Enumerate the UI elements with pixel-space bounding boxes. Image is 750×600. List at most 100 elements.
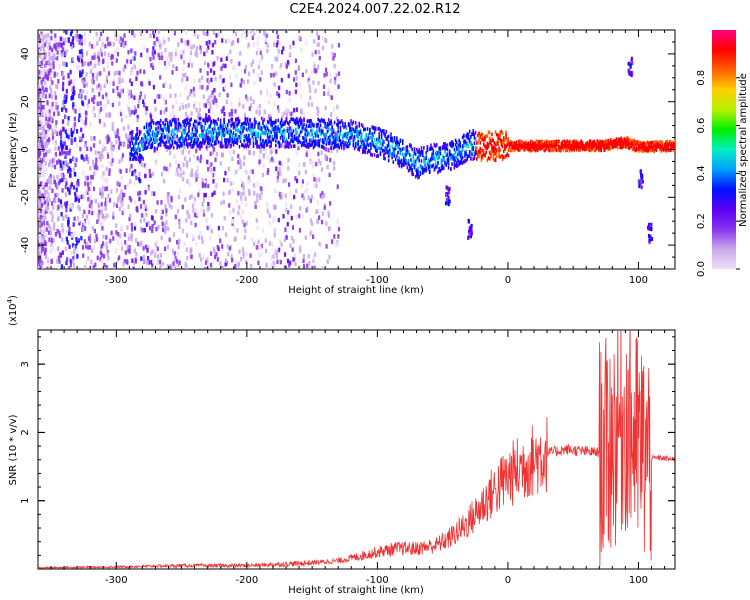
noise-cell bbox=[146, 106, 149, 111]
noise-cell bbox=[102, 38, 105, 44]
noise-cell bbox=[187, 150, 191, 155]
signal-cell bbox=[333, 120, 336, 125]
noise-cell bbox=[181, 105, 185, 110]
noise-cell bbox=[94, 150, 97, 155]
signal-cell bbox=[352, 127, 355, 132]
noise-cell bbox=[151, 262, 154, 268]
noise-cell bbox=[289, 243, 292, 248]
noise-cell bbox=[302, 258, 305, 264]
signal-cell bbox=[419, 150, 422, 155]
noise-cell bbox=[285, 112, 288, 118]
noise-cell bbox=[198, 188, 201, 194]
signal-cell bbox=[501, 131, 504, 136]
signal-cell bbox=[358, 130, 361, 135]
signal-cell bbox=[174, 120, 176, 124]
noise-cell bbox=[239, 164, 243, 170]
noise-cell bbox=[60, 264, 63, 269]
noise-cell bbox=[318, 55, 321, 61]
signal-cell bbox=[287, 122, 290, 126]
noise-cell bbox=[244, 35, 247, 40]
signal-cell bbox=[316, 124, 318, 129]
noise-cell bbox=[52, 60, 55, 66]
signal-cell bbox=[178, 137, 181, 142]
signal-cell bbox=[359, 145, 362, 149]
signal-cell bbox=[199, 145, 202, 149]
signal-cell bbox=[198, 144, 201, 149]
signal-cell bbox=[185, 122, 188, 127]
signal-cell bbox=[285, 137, 288, 142]
noise-cell bbox=[92, 265, 95, 269]
noise-cell bbox=[64, 246, 67, 252]
noise-cell bbox=[65, 97, 68, 103]
signal-cell bbox=[403, 163, 405, 167]
signal-cell bbox=[344, 142, 346, 146]
noise-cell bbox=[59, 166, 62, 172]
signal-cell bbox=[345, 135, 348, 140]
noise-cell bbox=[235, 199, 238, 205]
signal-cell bbox=[322, 140, 324, 144]
signal-cell bbox=[138, 140, 141, 145]
noise-cell bbox=[184, 85, 187, 91]
noise-cell bbox=[85, 156, 88, 161]
noise-cell bbox=[44, 121, 48, 126]
signal-cell bbox=[378, 136, 381, 141]
noise-cell bbox=[276, 178, 279, 183]
signal-cell bbox=[243, 134, 245, 138]
noise-cell bbox=[330, 148, 333, 154]
signal-cell bbox=[565, 148, 567, 152]
signal-cell bbox=[387, 150, 390, 154]
signal-cell bbox=[345, 131, 348, 136]
noise-cell bbox=[62, 47, 65, 52]
signal-cell bbox=[498, 133, 500, 138]
noise-cell bbox=[151, 62, 154, 67]
noise-cell bbox=[160, 55, 164, 61]
signal-cell bbox=[350, 119, 352, 123]
noise-cell bbox=[328, 73, 332, 78]
noise-cell bbox=[83, 209, 86, 215]
noise-cell bbox=[176, 139, 180, 144]
noise-cell bbox=[59, 160, 62, 165]
signal-cell bbox=[505, 135, 507, 140]
signal-cell bbox=[459, 153, 462, 158]
noise-cell bbox=[48, 149, 51, 154]
signal-cell bbox=[493, 150, 496, 155]
signal-cell bbox=[490, 138, 492, 143]
noise-cell bbox=[276, 34, 280, 40]
signal-cell bbox=[258, 125, 261, 129]
signal-cell bbox=[364, 127, 366, 132]
signal-cell bbox=[403, 146, 405, 151]
noise-cell bbox=[264, 238, 267, 243]
noise-cell bbox=[320, 219, 324, 225]
noise-cell bbox=[291, 225, 295, 230]
signal-cell bbox=[329, 141, 331, 145]
signal-cell bbox=[196, 140, 198, 145]
noise-cell bbox=[244, 196, 247, 201]
noise-cell bbox=[92, 160, 95, 165]
noise-cell bbox=[65, 94, 68, 100]
noise-cell bbox=[190, 89, 193, 94]
signal-cell bbox=[448, 150, 451, 154]
signal-cell bbox=[330, 145, 332, 150]
signal-cell bbox=[592, 141, 594, 146]
signal-cell bbox=[532, 147, 534, 152]
noise-cell bbox=[214, 173, 217, 178]
noise-cell bbox=[45, 149, 49, 155]
noise-cell bbox=[51, 118, 54, 124]
signal-cell bbox=[568, 139, 571, 144]
signal-cell bbox=[494, 130, 497, 134]
signal-cell bbox=[236, 123, 238, 128]
signal-cell bbox=[284, 120, 287, 125]
noise-cell bbox=[57, 78, 60, 84]
signal-cell bbox=[290, 133, 292, 137]
noise-cell bbox=[80, 35, 83, 40]
signal-cell bbox=[408, 153, 411, 157]
noise-cell bbox=[47, 209, 51, 215]
signal-cell bbox=[344, 121, 346, 126]
noise-cell bbox=[231, 219, 235, 224]
noise-cell bbox=[68, 266, 71, 269]
signal-cell bbox=[196, 129, 198, 134]
signal-cell bbox=[593, 139, 596, 144]
noise-cell bbox=[186, 95, 189, 101]
signal-cell bbox=[168, 139, 170, 144]
noise-cell bbox=[64, 184, 67, 190]
